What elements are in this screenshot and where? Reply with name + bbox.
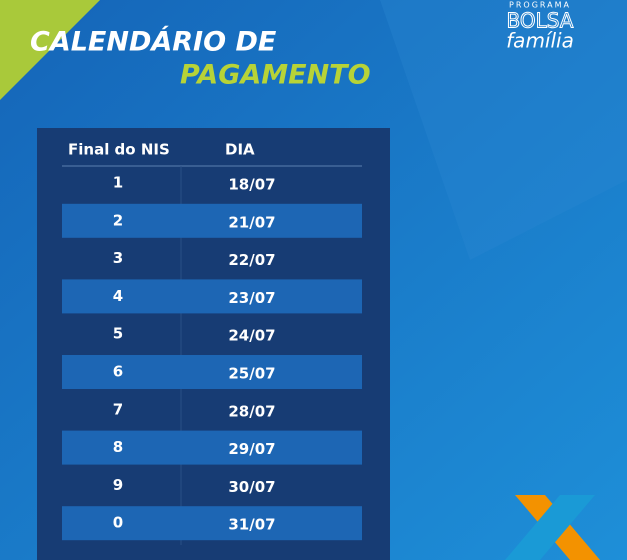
decor	[380, 0, 627, 260]
payment-day: 22/07	[228, 251, 275, 269]
nis-final: 4	[113, 287, 123, 305]
row-band	[62, 279, 362, 314]
payment-day: 18/07	[228, 176, 275, 194]
payment-day: 31/07	[228, 516, 275, 534]
nis-final: 5	[113, 325, 123, 343]
payment-day: 21/07	[228, 213, 275, 231]
row-band	[62, 430, 362, 465]
nis-final: 8	[113, 438, 123, 456]
nis-final: 2	[113, 211, 123, 229]
nis-final: 6	[113, 363, 123, 381]
nis-final: 3	[113, 249, 123, 267]
green-corner	[0, 0, 100, 100]
payment-day: 28/07	[228, 402, 275, 420]
column-header: DIA	[225, 141, 255, 159]
row-band	[62, 203, 362, 238]
caixa-logo	[505, 495, 595, 560]
row-band	[62, 506, 362, 541]
logo-middle: BOLSA	[506, 9, 573, 33]
nis-final: 1	[113, 174, 123, 192]
nis-final: 0	[113, 514, 123, 532]
logo-top: PROGRAMA	[509, 1, 571, 10]
payment-day: 23/07	[228, 289, 275, 307]
payment-day: 25/07	[228, 365, 275, 383]
row-band	[62, 355, 362, 389]
title-line2: PAGAMENTO	[180, 60, 371, 91]
payment-day: 24/07	[228, 327, 275, 345]
table-panel	[37, 128, 390, 560]
column-header: Final do NIS	[68, 141, 170, 159]
payment-day: 30/07	[228, 478, 275, 496]
table-rows: 1 18/07 2 21/07 3 22/07 4 23/07 5 24/07 6 25/07 7 28/…	[62, 174, 362, 541]
logo-bottom: família	[506, 29, 574, 53]
nis-final: 9	[113, 476, 123, 494]
title-line1: CALENDÁRIO DE	[30, 26, 277, 58]
nis-final: 7	[113, 400, 123, 418]
payment-day: 29/07	[228, 440, 275, 458]
